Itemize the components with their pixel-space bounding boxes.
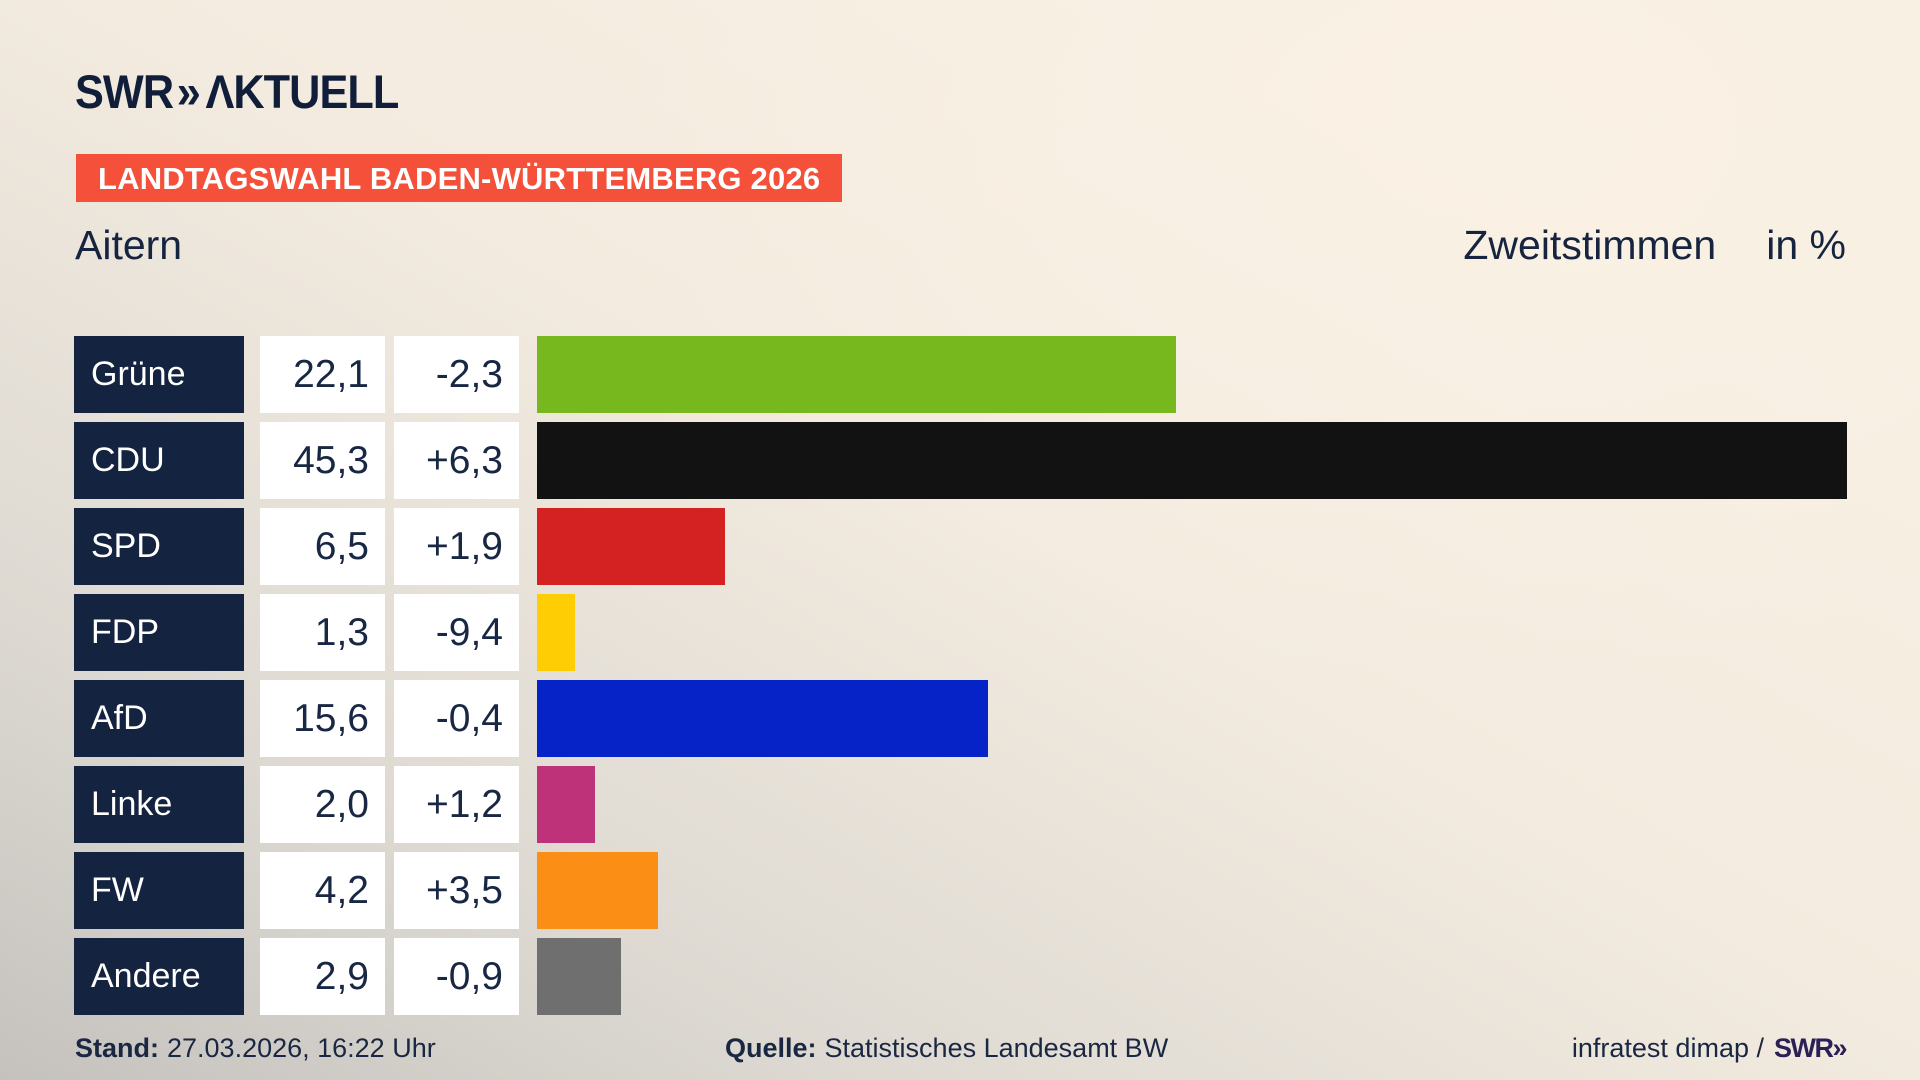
- bar-track: [537, 680, 1847, 757]
- change-value: -0,4: [394, 680, 519, 757]
- result-bar: [537, 508, 725, 585]
- chart-row: SPD 6,5 +1,9: [74, 508, 1847, 585]
- result-bar: [537, 766, 595, 843]
- change-value: -9,4: [394, 594, 519, 671]
- change-value: -0,9: [394, 938, 519, 1015]
- result-bar: [537, 680, 989, 757]
- bar-track: [537, 336, 1847, 413]
- chart-row: Andere 2,9 -0,9: [74, 938, 1847, 1015]
- bar-track: [537, 508, 1847, 585]
- election-banner: LANDTAGSWAHL BADEN-WÜRTTEMBERG 2026: [76, 154, 843, 202]
- result-value: 6,5: [260, 508, 385, 585]
- source-note: Quelle: Statistisches Landesamt BW: [725, 1031, 1168, 1065]
- chart-row: AfD 15,6 -0,4: [74, 680, 1847, 757]
- bar-track: [537, 852, 1847, 929]
- result-bar: [537, 336, 1177, 413]
- result-value: 15,6: [260, 680, 385, 757]
- party-label: CDU: [74, 422, 244, 499]
- result-value: 1,3: [260, 594, 385, 671]
- swr-aktuell-logo: SWR» ΛKTUELL: [75, 64, 399, 119]
- chart-row: Grüne 22,1 -2,3: [74, 336, 1847, 413]
- chart-row: FW 4,2 +3,5: [74, 852, 1847, 929]
- result-bar: [537, 938, 621, 1015]
- party-label: AfD: [74, 680, 244, 757]
- result-value: 2,0: [260, 766, 385, 843]
- party-label: Andere: [74, 938, 244, 1015]
- party-label: FW: [74, 852, 244, 929]
- result-bar: [537, 852, 659, 929]
- change-value: +1,2: [394, 766, 519, 843]
- stand-value: 27.03.2026, 16:22 Uhr: [167, 1033, 436, 1063]
- municipality-title: Aitern: [75, 222, 183, 268]
- chart-row: FDP 1,3 -9,4: [74, 594, 1847, 671]
- bar-track: [537, 594, 1847, 671]
- results-bar-chart: Grüne 22,1 -2,3 CDU 45,3 +6,3 SPD 6,5 +1,9 FDP 1,3…: [74, 336, 1847, 1016]
- swr-logo-text: SWR: [75, 65, 174, 118]
- unit-label: in %: [1766, 222, 1846, 268]
- vote-type-label: Zweitstimmen: [1463, 222, 1717, 268]
- result-value: 22,1: [260, 336, 385, 413]
- result-bar: [537, 594, 575, 671]
- timestamp-note: Stand: 27.03.2026, 16:22 Uhr: [75, 1031, 436, 1065]
- double-chevron-icon: »: [176, 65, 201, 118]
- bar-track: [537, 422, 1847, 499]
- credit-text: infratest dimap /: [1571, 1033, 1764, 1063]
- result-value: 45,3: [260, 422, 385, 499]
- change-value: +3,5: [394, 852, 519, 929]
- result-value: 4,2: [260, 852, 385, 929]
- change-value: -2,3: [394, 336, 519, 413]
- party-label: SPD: [74, 508, 244, 585]
- swr-credit-logo: SWR»: [1773, 1033, 1848, 1063]
- aktuell-logo-text: ΛKTUELL: [205, 65, 399, 118]
- quelle-value: Statistisches Landesamt BW: [824, 1033, 1169, 1063]
- party-label: Linke: [74, 766, 244, 843]
- vote-type-heading: Zweitstimmen in %: [1463, 222, 1846, 269]
- change-value: +6,3: [394, 422, 519, 499]
- credit-note: infratest dimap / SWR»: [1571, 1031, 1848, 1065]
- bar-track: [537, 766, 1847, 843]
- chart-row: CDU 45,3 +6,3: [74, 422, 1847, 499]
- result-bar: [537, 422, 1847, 499]
- change-value: +1,9: [394, 508, 519, 585]
- result-value: 2,9: [260, 938, 385, 1015]
- quelle-label: Quelle:: [725, 1033, 817, 1063]
- party-label: FDP: [74, 594, 244, 671]
- party-label: Grüne: [74, 336, 244, 413]
- chart-row: Linke 2,0 +1,2: [74, 766, 1847, 843]
- stand-label: Stand:: [75, 1033, 159, 1063]
- bar-track: [537, 938, 1847, 1015]
